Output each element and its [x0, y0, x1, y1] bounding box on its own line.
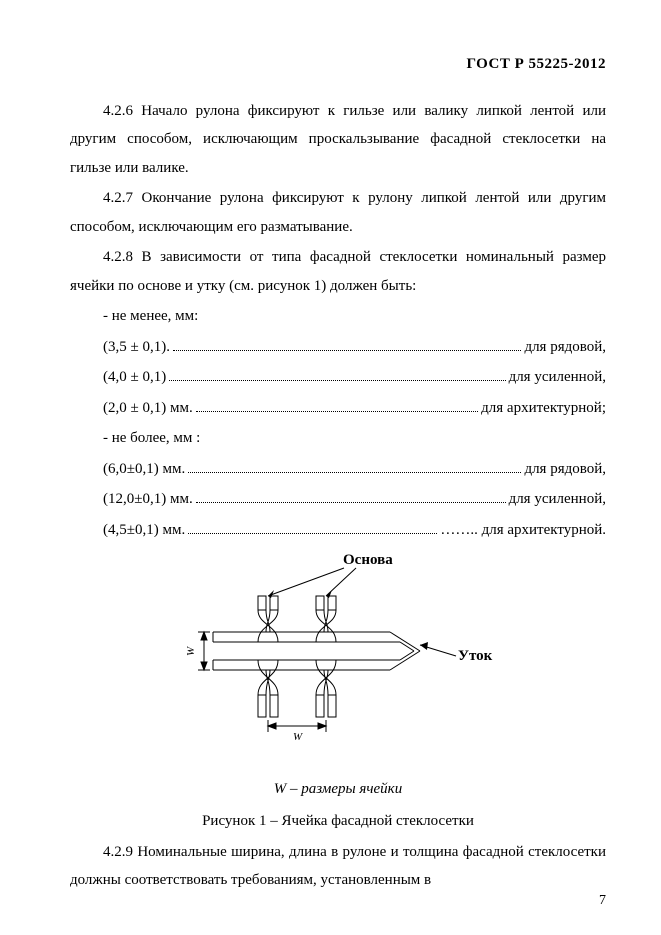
figure-caption-w: W – размеры ячейки: [70, 775, 606, 804]
dot-leader: [188, 458, 521, 473]
spec-row: (2,0 ± 0,1) мм. для архитектурной;: [70, 394, 606, 423]
paragraph-4-2-8: 4.2.8 В зависимости от типа фасадной сте…: [70, 243, 606, 300]
dim-w-vertical: W: [185, 646, 197, 656]
dim-w-horizontal: W: [293, 731, 303, 743]
spec-value: (12,0±0,1) мм.: [103, 485, 193, 514]
spec-label: …….. для архитектурной.: [440, 516, 606, 545]
spec-value: (6,0±0,1) мм.: [103, 455, 185, 484]
mesh-diagram-svg: Основа Уток: [158, 550, 518, 760]
spec-row: (4,0 ± 0,1) для усиленной,: [70, 363, 606, 392]
spec-label: для архитектурной;: [481, 394, 606, 423]
spec-label: для усиленной,: [509, 485, 606, 514]
spec-value: (4,0 ± 0,1): [103, 363, 166, 392]
spec-row: (6,0±0,1) мм. для рядовой,: [70, 455, 606, 484]
spec-row: (3,5 ± 0,1). для рядовой,: [70, 333, 606, 362]
list-header-max: - не более, мм :: [70, 424, 606, 453]
label-osnova: Основа: [343, 552, 393, 568]
spec-label: для рядовой,: [524, 333, 606, 362]
list-header-min: - не менее, мм:: [70, 302, 606, 331]
spec-row: (4,5±0,1) мм. …….. для архитектурной.: [70, 516, 606, 545]
figure-caption-main: Рисунок 1 – Ячейка фасадной стеклосетки: [70, 807, 606, 836]
label-utok: Уток: [458, 648, 493, 664]
paragraph-4-2-7: 4.2.7 Окончание рулона фиксируют к рулон…: [70, 184, 606, 241]
figure-1: Основа Уток: [70, 550, 606, 771]
spec-label: для усиленной,: [509, 363, 606, 392]
spec-value: (4,5±0,1) мм.: [103, 516, 185, 545]
doc-header: ГОСТ Р 55225-2012: [70, 50, 606, 79]
spec-value: (2,0 ± 0,1) мм.: [103, 394, 193, 423]
spec-label: для рядовой,: [524, 455, 606, 484]
paragraph-4-2-6: 4.2.6 Начало рулона фиксируют к гильзе и…: [70, 97, 606, 183]
dot-leader: [196, 489, 506, 504]
dot-leader: [196, 397, 478, 412]
paragraph-4-2-9: 4.2.9 Номинальные ширина, длина в рулоне…: [70, 838, 606, 895]
dot-leader: [169, 367, 505, 382]
dot-leader: [188, 519, 437, 534]
page: ГОСТ Р 55225-2012 4.2.6 Начало рулона фи…: [0, 0, 661, 935]
dot-leader: [173, 336, 521, 351]
spec-row: (12,0±0,1) мм. для усиленной,: [70, 485, 606, 514]
spec-value: (3,5 ± 0,1).: [103, 333, 170, 362]
page-number: 7: [599, 888, 606, 915]
